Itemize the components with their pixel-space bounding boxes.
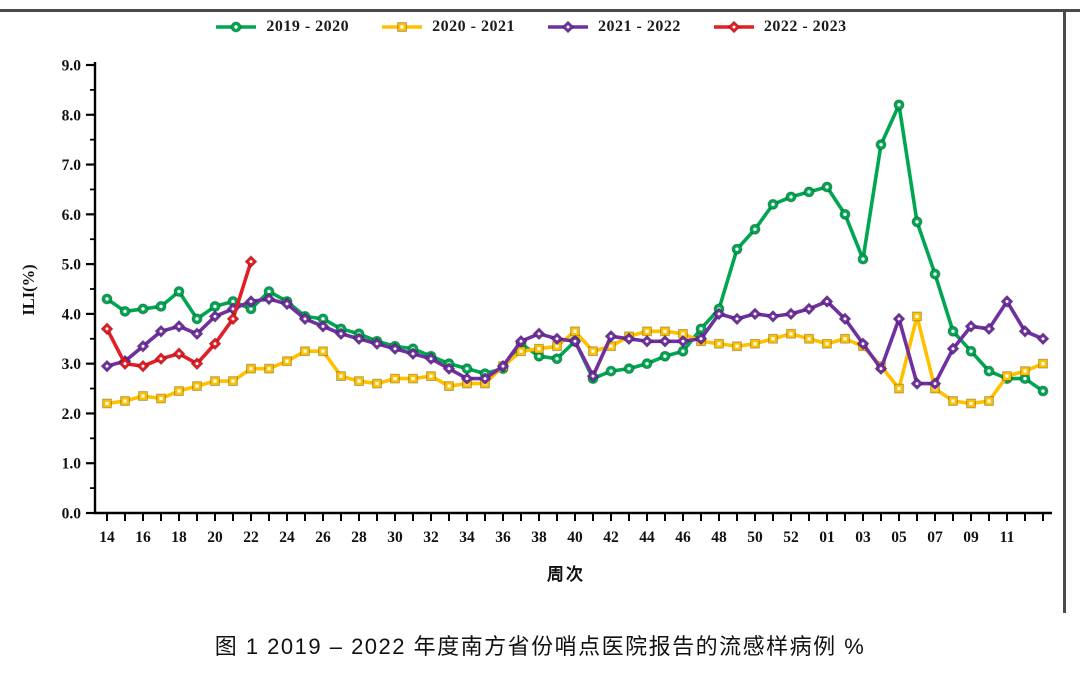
x-tick-label: 03 (855, 529, 871, 546)
legend-item-2019-2020: 2019 - 2020 (213, 18, 349, 36)
x-tick-label: 01 (819, 529, 835, 546)
legend-label: 2019 - 2020 (266, 18, 350, 35)
x-tick-label: 34 (459, 529, 475, 546)
x-tick-label: 52 (783, 529, 799, 546)
y-tick-label: 5.0 (62, 257, 82, 274)
series-2021-2022 (100, 292, 1050, 391)
y-tick-label: 0.0 (62, 506, 82, 523)
series-2020-2021 (102, 311, 1048, 409)
x-tick-label: 11 (1000, 529, 1015, 546)
series-2019-2020 (101, 99, 1049, 397)
ili-line-chart: 0.0 1.0 2.0 3.0 4.0 5.0 6.0 7.0 8.0 9.0 14 16 18 20 22… (19, 58, 1052, 584)
x-tick-label: 26 (315, 529, 331, 546)
x-tick-label: 16 (135, 529, 151, 546)
y-tick-label: 9.0 (62, 58, 82, 75)
x-tick-label: 46 (675, 529, 691, 546)
legend-item-2021-2022: 2021 - 2022 (545, 18, 681, 36)
x-tick-label: 44 (639, 529, 655, 546)
figure-top-border (0, 9, 1080, 12)
legend-circle-marker-icon (216, 21, 257, 33)
legend-item-2020-2021: 2020 - 2021 (379, 18, 515, 36)
legend-label: 2021 - 2022 (598, 18, 681, 35)
legend-square-marker-icon (382, 22, 423, 32)
x-tick-label: 20 (207, 529, 223, 546)
chart-legend: 2019 - 2020 2020 - 2021 2021 - 2022 2022 - … (0, 18, 1060, 36)
x-tick-label: 36 (495, 529, 511, 546)
y-tick-label: 6.0 (62, 207, 82, 224)
figure-caption: 图 1 2019 – 2022 年度南方省份哨点医院报告的流感样病例 % (214, 634, 866, 659)
y-axis-title: ILI(%) (19, 264, 38, 315)
x-tick-label: 30 (387, 529, 403, 546)
legend-label: 2020 - 2021 (432, 18, 515, 35)
legend-diamond-marker-icon (713, 20, 754, 34)
x-tick-label: 14 (99, 529, 115, 546)
legend-label: 2022 - 2023 (763, 18, 847, 35)
x-tick-label: 32 (423, 529, 439, 546)
y-tick-label: 4.0 (62, 306, 82, 323)
legend-diamond-marker-icon (548, 20, 588, 34)
x-tick-label: 50 (747, 529, 763, 546)
x-tick-label: 48 (711, 529, 727, 546)
y-tick-label: 1.0 (62, 456, 82, 473)
x-tick-label: 40 (567, 529, 583, 546)
axes (93, 62, 1052, 515)
series-2022-2023 (100, 255, 258, 373)
figure-right-border (1063, 9, 1066, 613)
y-axis-ticks: 0.0 1.0 2.0 3.0 4.0 5.0 6.0 7.0 8.0 9.0 (62, 58, 95, 523)
x-tick-label: 09 (963, 529, 979, 546)
x-tick-label: 18 (171, 529, 187, 546)
x-axis-ticks: 14 16 18 20 22 24 26 28 30 32 34 36 38 40 42 44 46 48 50 52… (99, 513, 1044, 546)
x-tick-label: 42 (603, 529, 619, 546)
x-tick-label: 24 (279, 529, 295, 546)
x-tick-label: 38 (531, 529, 547, 546)
x-tick-label: 28 (351, 529, 367, 546)
y-tick-label: 8.0 (62, 107, 82, 124)
y-tick-label: 3.0 (62, 356, 82, 373)
x-tick-label: 07 (927, 529, 943, 546)
x-axis-title: 周次 (547, 564, 585, 584)
y-tick-label: 2.0 (62, 406, 82, 423)
legend-item-2022-2023: 2022 - 2023 (711, 18, 847, 36)
x-tick-label: 22 (243, 529, 259, 546)
y-tick-label: 7.0 (62, 157, 82, 174)
x-tick-label: 05 (891, 529, 907, 546)
